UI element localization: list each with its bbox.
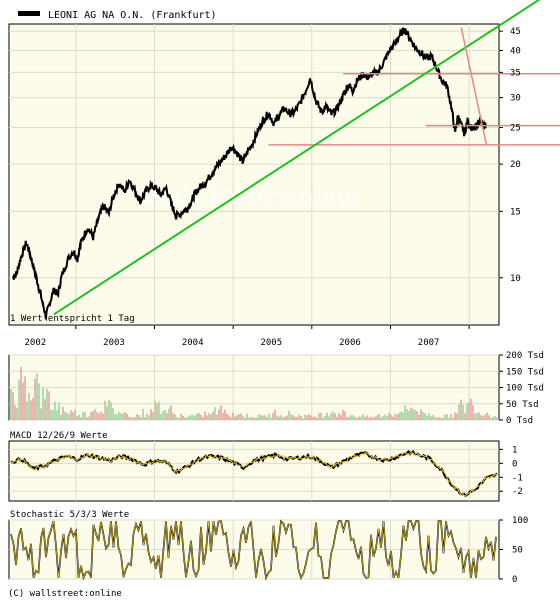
copyright: (C) wallstreet:online: [8, 589, 122, 599]
watermark: wallstreet:online: [145, 182, 361, 212]
legend-swatch: [18, 11, 40, 16]
year-label: 2007: [418, 338, 440, 348]
resolution-note: 1 Wert entspricht 1 Tag: [10, 314, 135, 324]
year-label: 2002: [25, 338, 47, 348]
macd-tick-label: -1: [512, 473, 523, 483]
volume-tick-label: 50 Tsd: [506, 400, 539, 410]
macd-line-shadow: [10, 449, 498, 498]
volume-tick-label: 0 Tsd: [506, 416, 533, 426]
volume-tick-label: 100 Tsd: [506, 384, 544, 394]
price-tick-label: 20: [510, 160, 521, 170]
stochastic-tick-label: 0: [512, 575, 517, 585]
price-tick-label: 25: [510, 124, 521, 134]
macd-tick-label: 1: [512, 445, 517, 455]
macd-panel: [8, 440, 500, 502]
volume-tick-label: 200 Tsd: [506, 351, 544, 361]
price-tick-label: 45: [510, 27, 521, 37]
price-tick-label: 35: [510, 68, 521, 78]
x-axis-years: 2002 2003 2004 2005 2006 2007: [25, 325, 470, 348]
price-tick-label: 40: [510, 46, 521, 56]
macd-tick-label: -2: [512, 487, 523, 497]
macd-grid: [9, 441, 499, 501]
price-tick-label: 30: [510, 94, 521, 104]
volume-tick-label: 150 Tsd: [506, 367, 544, 377]
price-tick-label: 15: [510, 207, 521, 217]
price-panel: [8, 23, 500, 326]
price-annotations: [53, 0, 560, 316]
stochastic-line: [10, 520, 497, 579]
year-label: 2004: [182, 338, 204, 348]
stochastic-y-axis: 0 50 100: [499, 516, 528, 585]
macd-line: [10, 451, 498, 497]
year-label: 2006: [339, 338, 361, 348]
stochastic-series: [10, 519, 497, 581]
price-series: [11, 27, 487, 322]
price-tick-label: 10: [510, 274, 521, 284]
macd-tick-label: 0: [512, 459, 517, 469]
macd-y-axis: 1 0 -1 -2: [499, 445, 523, 497]
volume-bars: [10, 366, 498, 420]
price-grid: [9, 24, 499, 325]
stochastic-tick-label: 50: [512, 546, 523, 556]
price-line: [11, 27, 487, 322]
macd-series: [10, 449, 498, 498]
year-label: 2005: [260, 338, 282, 348]
macd-title: MACD 12/26/9 Werte: [10, 431, 108, 441]
year-label: 2003: [103, 338, 125, 348]
uptrend-line: [53, 0, 541, 316]
chart-title: LEONI AG NA O.N. (Frankfurt): [48, 10, 217, 21]
stochastic-grid: [9, 519, 499, 580]
price-y-axis: 10 15 20 25 30 35 40 45: [499, 27, 521, 284]
downtrend-line: [460, 27, 488, 145]
volume-y-axis: 0 Tsd 50 Tsd 100 Tsd 150 Tsd 200 Tsd: [499, 351, 544, 426]
stochastic-tick-label: 100: [512, 516, 528, 526]
stochastic-title: Stochastic 5/3/3 Werte: [10, 510, 129, 520]
